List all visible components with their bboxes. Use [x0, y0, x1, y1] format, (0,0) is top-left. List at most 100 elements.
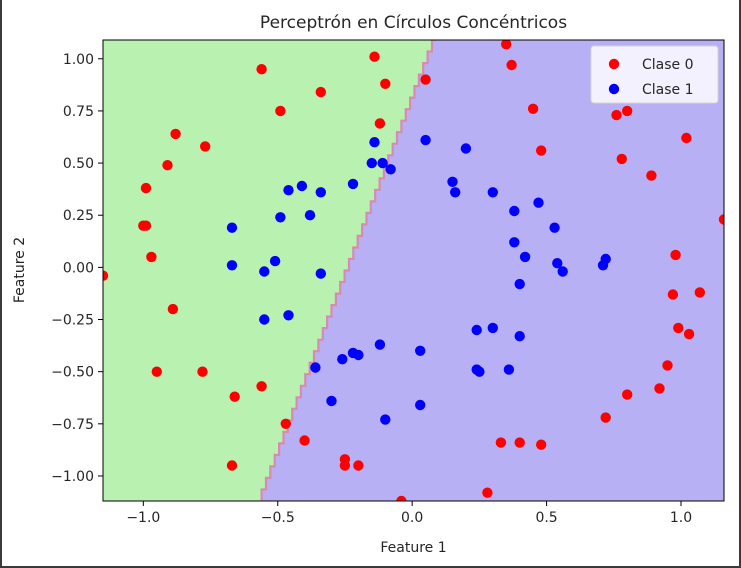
point-clase-1 [296, 180, 308, 192]
region-clase-0 [103, 40, 437, 501]
point-clase-0 [673, 322, 684, 334]
point-clase-1 [514, 331, 525, 342]
point-clase-1 [377, 157, 388, 169]
y-tick-label: 0.50 [63, 156, 94, 172]
point-clase-1 [283, 310, 294, 321]
point-clase-1 [226, 222, 238, 233]
point-clase-0 [256, 63, 267, 75]
point-clase-1 [353, 349, 364, 361]
point-clase-0 [146, 251, 157, 263]
data-points [103, 40, 724, 501]
point-clase-0 [482, 487, 493, 498]
point-clase-1 [557, 266, 568, 277]
y-tick-label: 0.75 [63, 104, 94, 120]
point-clase-0 [536, 439, 547, 450]
legend-marker-clase-1 [608, 83, 620, 95]
point-clase-0 [226, 460, 238, 471]
point-clase-0 [256, 381, 267, 392]
point-clase-1 [549, 222, 560, 233]
point-clase-1 [471, 324, 482, 336]
point-clase-0 [616, 153, 627, 165]
point-clase-1 [226, 260, 238, 271]
point-clase-0 [200, 141, 211, 152]
point-clase-1 [315, 187, 326, 198]
point-clase-1 [385, 164, 396, 175]
point-clase-1 [474, 366, 485, 377]
point-clase-0 [151, 366, 162, 377]
point-clase-1 [259, 314, 270, 325]
point-clase-1 [326, 395, 337, 407]
point-clase-0 [339, 460, 351, 471]
point-clase-0 [495, 437, 507, 448]
legend: Clase 0 Clase 1 [590, 45, 719, 104]
y-tick-label: 1.00 [63, 52, 94, 68]
point-clase-0 [670, 249, 681, 261]
point-clase-0 [501, 40, 512, 50]
point-clase-1 [259, 266, 270, 277]
y-axis-label: Feature 2 [12, 237, 28, 303]
point-clase-0 [683, 328, 695, 340]
x-axis-label: Feature 1 [380, 540, 446, 556]
legend-label-clase-0: Clase 0 [642, 57, 694, 73]
legend-marker-clase-0 [608, 58, 620, 70]
point-clase-1 [275, 212, 286, 223]
point-clase-1 [315, 268, 326, 279]
point-clase-0 [420, 74, 431, 85]
point-clase-0 [369, 51, 380, 62]
point-clase-0 [527, 103, 539, 115]
point-clase-0 [718, 214, 724, 225]
point-clase-0 [611, 109, 622, 121]
point-clase-1 [533, 197, 544, 208]
point-clase-0 [140, 220, 152, 231]
point-clase-1 [450, 187, 461, 198]
point-clase-1 [366, 157, 377, 169]
point-clase-1 [374, 339, 386, 350]
point-clase-0 [315, 86, 326, 98]
y-tick-label: 0.25 [63, 208, 94, 224]
point-clase-0 [536, 145, 547, 156]
x-tick-label: 0.5 [535, 510, 557, 526]
point-clase-1 [415, 399, 426, 411]
point-clase-0 [646, 170, 657, 181]
point-clase-0 [197, 366, 208, 377]
legend-label-clase-1: Clase 1 [642, 82, 694, 98]
chart-title: Perceptrón en Círculos Concéntricos [260, 13, 567, 33]
y-tick-label: −1.00 [51, 469, 94, 485]
point-clase-0 [299, 435, 310, 446]
point-clase-1 [447, 176, 458, 187]
x-tick-label: 0.0 [401, 510, 423, 526]
point-clase-0 [353, 460, 364, 471]
point-clase-1 [552, 258, 563, 269]
point-clase-1 [420, 134, 431, 146]
point-clase-0 [103, 270, 109, 281]
x-tick-label: −1.0 [126, 510, 160, 526]
plot-frame [102, 39, 725, 502]
point-clase-1 [509, 237, 520, 248]
point-clase-0 [662, 360, 673, 371]
point-clase-0 [229, 391, 240, 402]
point-clase-1 [509, 205, 520, 217]
y-tick-label: −0.75 [51, 417, 94, 433]
point-clase-0 [380, 78, 391, 90]
point-clase-1 [415, 345, 426, 356]
point-clase-1 [514, 278, 525, 290]
y-axis: 1.00 0.75 0.50 0.25 0.00 −0.25 −0.50 −0.75 −1.00 [51, 52, 103, 485]
point-clase-0 [374, 118, 386, 129]
legend-box [590, 45, 719, 104]
point-clase-1 [304, 210, 316, 221]
point-clase-0 [667, 289, 679, 300]
point-clase-1 [519, 251, 531, 263]
point-clase-1 [460, 143, 472, 154]
point-clase-0 [506, 59, 517, 71]
point-clase-1 [369, 137, 380, 148]
y-tick-label: −0.50 [51, 365, 94, 381]
point-clase-1 [487, 187, 498, 198]
point-clase-0 [681, 132, 692, 144]
point-clase-0 [654, 383, 665, 394]
point-clase-1 [380, 414, 391, 425]
y-tick-label: −0.25 [51, 313, 94, 329]
point-clase-0 [280, 418, 291, 429]
point-clase-0 [694, 287, 705, 298]
